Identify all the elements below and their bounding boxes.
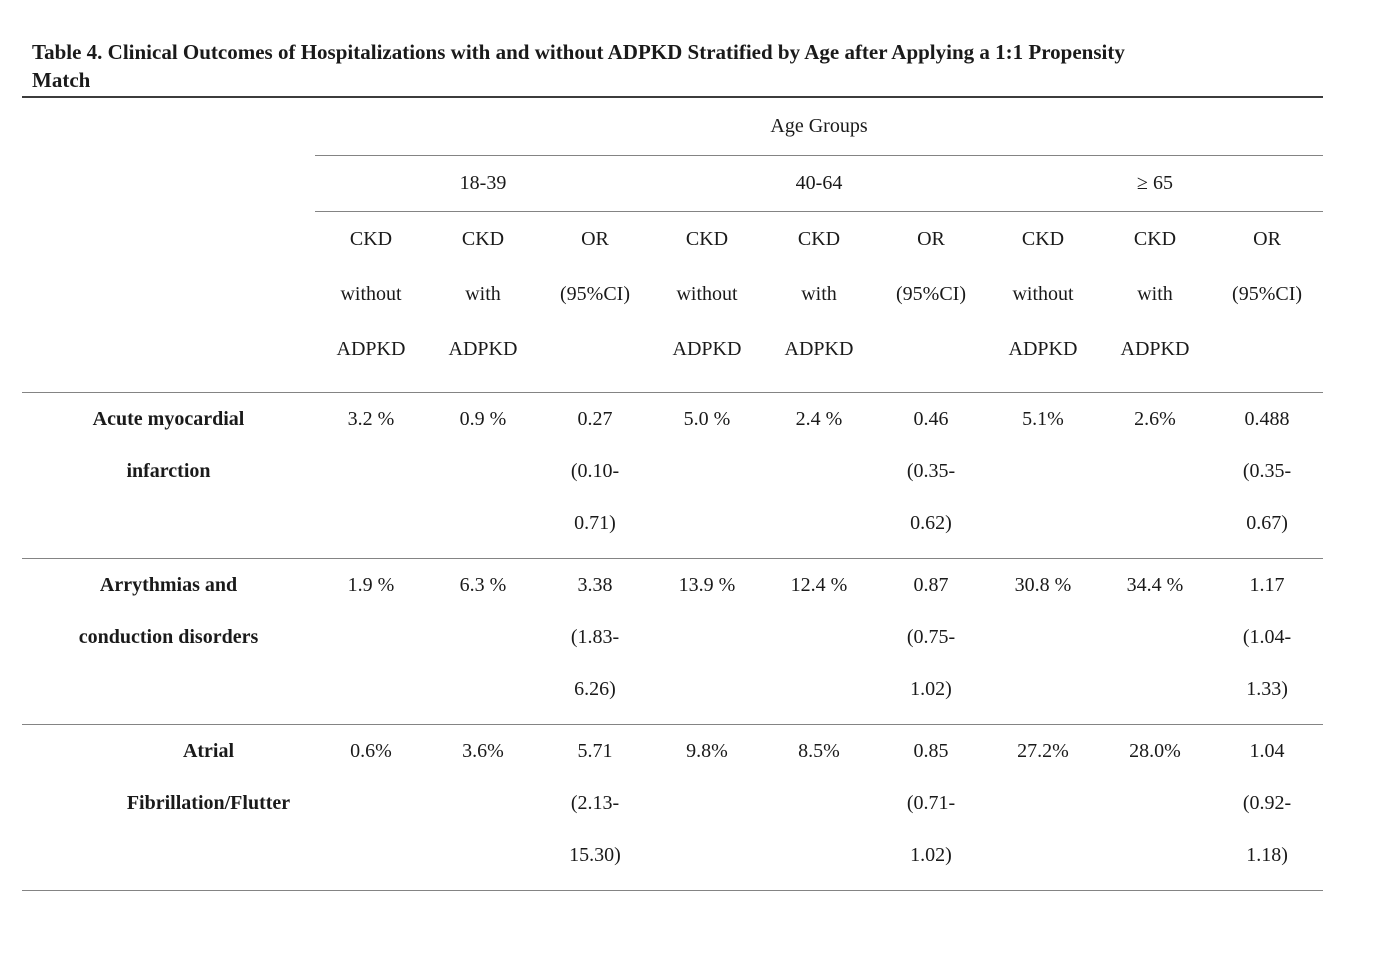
- col-header-or-ci: OR (95%CI): [1211, 211, 1324, 393]
- table-body: Acute myocardial infarction 3.2 % 0.9 % …: [22, 392, 1324, 891]
- header-spacer: [22, 98, 315, 156]
- col-header-or-ci: OR (95%CI): [539, 211, 651, 393]
- or-cell: 0.46 (0.35- 0.62): [875, 392, 987, 559]
- table-4-block: Table 4. Clinical Outcomes of Hospitaliz…: [22, 38, 1324, 891]
- col-header-ckd-without-adpkd: CKD without ADPKD: [651, 211, 763, 393]
- value-cell: 0.6%: [315, 724, 427, 891]
- value-cell: 12.4 %: [763, 558, 875, 725]
- value-cell: 0.9 %: [427, 392, 539, 559]
- value-cell: 6.3 %: [427, 558, 539, 725]
- value-cell: 2.4 %: [763, 392, 875, 559]
- value-cell: 13.9 %: [651, 558, 763, 725]
- age-range-40-64: 40-64: [651, 155, 987, 212]
- table-row-arrythmias: Arrythmias and conduction disorders 1.9 …: [22, 558, 1324, 725]
- or-cell: 0.27 (0.10- 0.71): [539, 392, 651, 559]
- row-label: Acute myocardial infarction: [22, 392, 315, 559]
- or-cell: 0.488 (0.35- 0.67): [1211, 392, 1324, 559]
- value-cell: 34.4 %: [1099, 558, 1211, 725]
- value-cell: 3.6%: [427, 724, 539, 891]
- age-groups-row: Age Groups: [22, 98, 1324, 156]
- table-row-acute-mi: Acute myocardial infarction 3.2 % 0.9 % …: [22, 392, 1324, 559]
- col-header-or-ci: OR (95%CI): [875, 211, 987, 393]
- clinical-outcomes-table: Age Groups 18-39 40-64 ≥ 65 CKD without …: [22, 98, 1324, 891]
- value-cell: 5.1%: [987, 392, 1099, 559]
- value-cell: 27.2%: [987, 724, 1099, 891]
- value-cell: 5.0 %: [651, 392, 763, 559]
- value-cell: 28.0%: [1099, 724, 1211, 891]
- row-label: Atrial Fibrillation/Flutter: [22, 724, 315, 891]
- or-cell: 0.87 (0.75- 1.02): [875, 558, 987, 725]
- or-cell: 3.38 (1.83- 6.26): [539, 558, 651, 725]
- col-header-ckd-without-adpkd: CKD without ADPKD: [315, 211, 427, 393]
- value-cell: 9.8%: [651, 724, 763, 891]
- column-headers-row: CKD without ADPKD CKD with ADPKD OR (95%…: [22, 211, 1324, 393]
- value-cell: 2.6%: [1099, 392, 1211, 559]
- col-header-ckd-without-adpkd: CKD without ADPKD: [987, 211, 1099, 393]
- value-cell: 8.5%: [763, 724, 875, 891]
- value-cell: 1.9 %: [315, 558, 427, 725]
- age-range-18-39: 18-39: [315, 155, 651, 212]
- col-header-ckd-with-adpkd: CKD with ADPKD: [763, 211, 875, 393]
- table-title: Table 4. Clinical Outcomes of Hospitaliz…: [22, 38, 1323, 98]
- value-cell: 3.2 %: [315, 392, 427, 559]
- table-row-atrial-fibrillation: Atrial Fibrillation/Flutter 0.6% 3.6% 5.…: [22, 724, 1324, 891]
- value-cell: 30.8 %: [987, 558, 1099, 725]
- or-cell: 5.71 (2.13- 15.30): [539, 724, 651, 891]
- or-cell: 1.17 (1.04- 1.33): [1211, 558, 1324, 725]
- age-range-65-plus: ≥ 65: [987, 155, 1324, 212]
- age-groups-header: Age Groups: [315, 98, 1324, 156]
- age-range-row: 18-39 40-64 ≥ 65: [22, 155, 1324, 212]
- col-header-ckd-with-adpkd: CKD with ADPKD: [427, 211, 539, 393]
- col-header-ckd-with-adpkd: CKD with ADPKD: [1099, 211, 1211, 393]
- header-spacer: [22, 211, 315, 393]
- or-cell: 1.04 (0.92- 1.18): [1211, 724, 1324, 891]
- or-cell: 0.85 (0.71- 1.02): [875, 724, 987, 891]
- row-label: Arrythmias and conduction disorders: [22, 558, 315, 725]
- table-header: Age Groups 18-39 40-64 ≥ 65 CKD without …: [22, 98, 1324, 393]
- header-spacer: [22, 156, 315, 212]
